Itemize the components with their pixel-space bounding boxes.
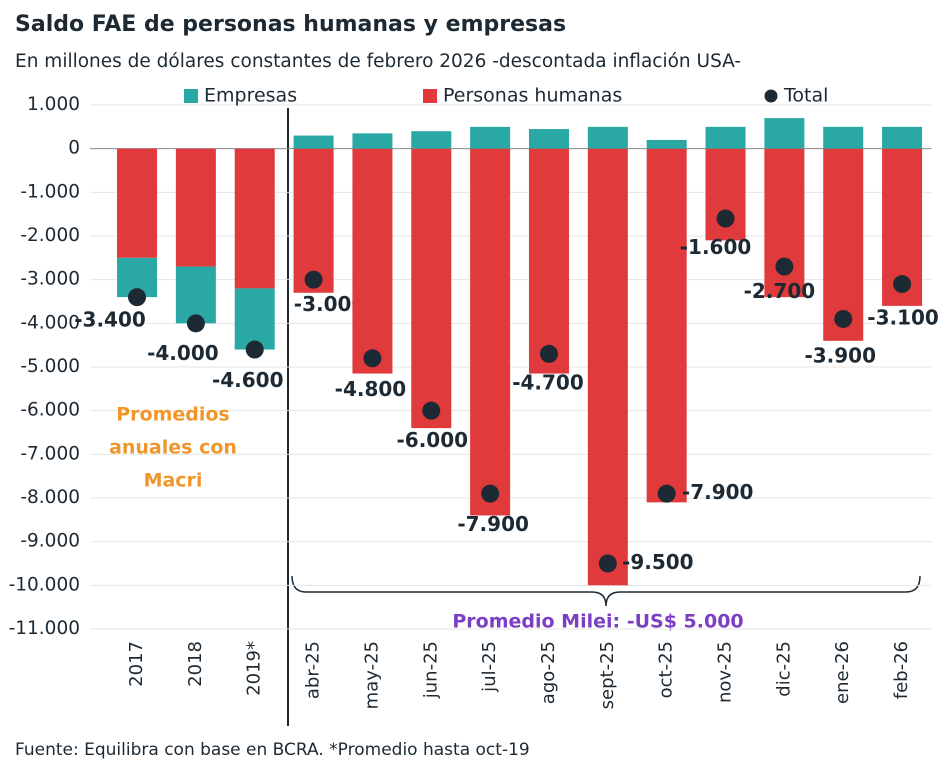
y-tick-label: -8.000 xyxy=(20,487,80,508)
bar xyxy=(470,126,511,149)
data-label: -4.000 xyxy=(147,341,219,365)
data-label: -4.700 xyxy=(512,370,584,394)
bar xyxy=(528,148,569,374)
y-tick-label: -3.000 xyxy=(20,269,80,290)
x-tick-label: jun-25 xyxy=(420,641,441,699)
y-tick-label: -10.000 xyxy=(9,574,80,595)
total-dot xyxy=(775,257,794,276)
legend-label: Empresas xyxy=(204,85,297,107)
x-tick-label: ago-25 xyxy=(538,641,559,704)
bar xyxy=(882,126,923,149)
data-label: -7.900 xyxy=(682,480,754,504)
macri-annotation: Promedios xyxy=(116,404,230,426)
x-tick-label: ene-26 xyxy=(832,641,853,704)
bar xyxy=(234,288,275,350)
bar xyxy=(646,139,687,149)
data-label: -3.100 xyxy=(867,306,939,330)
y-tick-label: -5.000 xyxy=(20,356,80,377)
total-dot xyxy=(128,288,147,307)
data-label: -3.900 xyxy=(804,343,876,367)
milei-annotation: Promedio Milei: -US$ 5.000 xyxy=(452,611,743,633)
legend-label: Personas humanas xyxy=(443,85,622,107)
y-tick-label: -6.000 xyxy=(20,400,80,421)
data-label: -9.500 xyxy=(622,550,694,574)
bar xyxy=(823,148,864,341)
bar xyxy=(411,131,452,149)
bar xyxy=(411,148,452,429)
y-tick-label: -7.000 xyxy=(20,443,80,464)
bar xyxy=(470,148,511,516)
total-dot xyxy=(245,340,264,359)
data-label: -7.900 xyxy=(457,512,529,536)
bar xyxy=(823,126,864,149)
total-dot xyxy=(304,270,323,289)
x-tick-label: 2018 xyxy=(185,641,206,687)
legend-swatch xyxy=(423,89,437,103)
total-dot xyxy=(481,484,500,503)
chart-title: Saldo FAE de personas humanas y empresas xyxy=(15,12,566,37)
bar xyxy=(234,148,275,289)
milei-brace xyxy=(291,575,921,607)
total-dot xyxy=(363,349,382,368)
bar xyxy=(646,148,687,503)
total-dot xyxy=(716,209,735,228)
bar xyxy=(528,129,569,149)
bar xyxy=(587,126,628,149)
x-tick-label: feb-26 xyxy=(891,641,912,699)
data-label: -6.000 xyxy=(396,428,468,452)
total-dot xyxy=(186,314,205,333)
y-tick-label: -1.000 xyxy=(20,181,80,202)
macri-annotation: Macri xyxy=(144,470,203,492)
x-tick-label: 2019* xyxy=(244,641,265,696)
bar xyxy=(117,148,158,258)
bar xyxy=(175,266,216,324)
macri-annotation: anuales con xyxy=(109,437,237,459)
x-tick-label: abr-25 xyxy=(303,641,324,699)
source-note: Fuente: Equilibra con base en BCRA. *Pro… xyxy=(15,740,530,760)
bar xyxy=(764,118,805,149)
total-dot xyxy=(893,275,912,294)
bar xyxy=(352,133,393,149)
x-tick-label: dic-25 xyxy=(773,641,794,697)
x-tick-label: jul-25 xyxy=(479,641,500,693)
x-tick-label: nov-25 xyxy=(715,641,736,703)
total-dot xyxy=(422,401,441,420)
bar xyxy=(293,135,334,149)
total-dot xyxy=(657,484,676,503)
total-dot xyxy=(598,554,617,573)
chart-subtitle: En millones de dólares constantes de feb… xyxy=(15,51,741,72)
legend-swatch xyxy=(764,89,778,103)
legend-swatch xyxy=(184,89,198,103)
bar xyxy=(587,148,628,586)
data-label: -1.600 xyxy=(680,235,752,259)
bar xyxy=(175,148,216,267)
data-label: -4.800 xyxy=(335,377,407,401)
x-tick-label: oct-25 xyxy=(656,641,677,698)
y-tick-label: -2.000 xyxy=(20,225,80,246)
data-label: -3.400 xyxy=(74,308,146,332)
x-tick-label: may-25 xyxy=(361,641,382,709)
y-tick-label: 1.000 xyxy=(27,94,80,115)
y-tick-label: -4.000 xyxy=(20,312,80,333)
total-dot xyxy=(539,344,558,363)
data-label: -2.700 xyxy=(744,279,816,303)
total-dot xyxy=(834,309,853,328)
y-tick-label: 0 xyxy=(68,138,80,159)
x-tick-label: 2017 xyxy=(126,641,147,687)
y-tick-label: -11.000 xyxy=(9,618,80,639)
bar xyxy=(705,126,746,149)
bar xyxy=(293,148,334,293)
legend-label: Total xyxy=(783,85,828,107)
y-tick-label: -9.000 xyxy=(20,531,80,552)
x-tick-label: sept-25 xyxy=(597,641,618,709)
bar xyxy=(352,148,393,374)
data-label: -4.600 xyxy=(212,368,284,392)
